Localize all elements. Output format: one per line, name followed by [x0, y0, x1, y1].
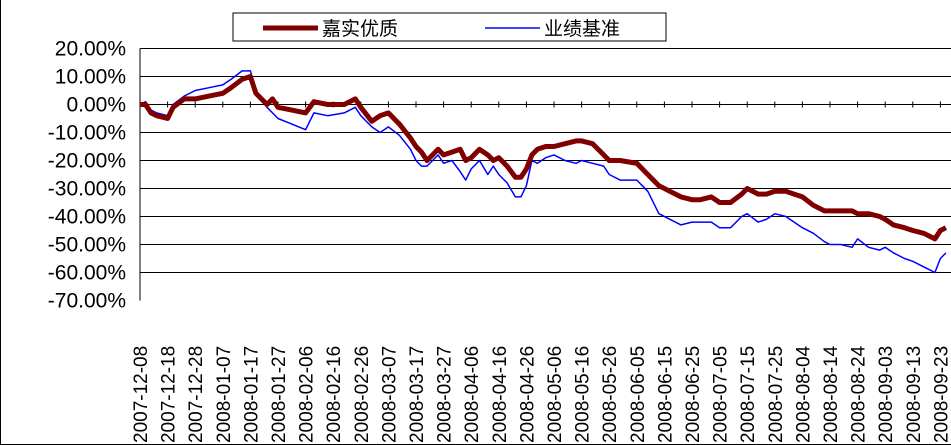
x-tick-label: 2008-09-03 — [876, 346, 897, 443]
x-tick-label: 2008-09-23 — [931, 346, 951, 443]
gridlines — [140, 48, 951, 273]
y-tick-label: -30.00% — [48, 178, 126, 201]
x-tick-label: 2008-05-06 — [545, 346, 566, 443]
x-tick-label: 2008-03-27 — [435, 346, 456, 443]
y-tick-label: -70.00% — [48, 290, 126, 313]
y-tick-label: 0.00% — [66, 94, 126, 117]
y-tick-label: -40.00% — [48, 206, 126, 229]
x-tick-label: 2007-12-08 — [131, 346, 152, 443]
x-axis: 2007-12-08 2007-12-18 2007-12-28 2008-01-07… — [131, 101, 951, 443]
x-tick-label: 2008-02-06 — [297, 346, 318, 443]
y-tick-label: 10.00% — [55, 66, 126, 89]
x-tick-label: 2008-06-05 — [628, 346, 649, 443]
x-tick-label: 2008-08-14 — [821, 345, 842, 443]
x-tick-label: 2008-04-16 — [490, 346, 511, 443]
x-tick-label: 2007-12-28 — [186, 346, 207, 443]
x-tick-label: 2008-01-07 — [214, 346, 235, 443]
x-tick-label: 2008-02-26 — [352, 346, 373, 443]
x-tick-label: 2008-07-25 — [766, 346, 787, 443]
legend-label-series-2: 业绩基准 — [544, 18, 620, 40]
x-tick-label: 2008-06-25 — [683, 346, 704, 443]
x-tick-label: 2008-09-13 — [904, 346, 925, 443]
x-tick-label: 2008-03-07 — [379, 346, 400, 443]
series-lines — [139, 70, 948, 274]
x-tick-label: 2008-03-17 — [407, 346, 428, 443]
y-tick-label: -20.00% — [48, 150, 126, 173]
x-tick-label: 2008-08-04 — [793, 345, 814, 443]
x-tick-label: 2008-05-26 — [600, 346, 621, 443]
y-tick-label: -50.00% — [48, 234, 126, 257]
x-tick-label: 2008-01-27 — [269, 346, 290, 443]
x-tick-label: 2008-07-15 — [738, 346, 759, 443]
x-tick-label: 2008-08-24 — [849, 345, 870, 443]
x-tick-label: 2008-01-17 — [241, 346, 262, 443]
series-line-1 — [140, 74, 948, 242]
y-tick-label: -60.00% — [48, 262, 126, 285]
x-tick-label: 2008-04-26 — [517, 346, 538, 443]
x-tick-label: 2008-05-16 — [573, 346, 594, 443]
x-tick-label: 2007-12-18 — [159, 346, 180, 443]
y-tick-label: 20.00% — [55, 38, 126, 61]
x-tick-label: 2008-02-16 — [324, 346, 345, 443]
y-tick-label: -10.00% — [48, 122, 126, 145]
series-line-2 — [139, 70, 947, 274]
x-tick-label: 2008-07-05 — [711, 346, 732, 443]
legend: 嘉实优质 业绩基准 — [232, 12, 667, 42]
x-tick-label: 2008-06-15 — [655, 346, 676, 443]
legend-label-series-1: 嘉实优质 — [322, 18, 398, 40]
x-tick-label: 2008-04-06 — [462, 346, 483, 443]
